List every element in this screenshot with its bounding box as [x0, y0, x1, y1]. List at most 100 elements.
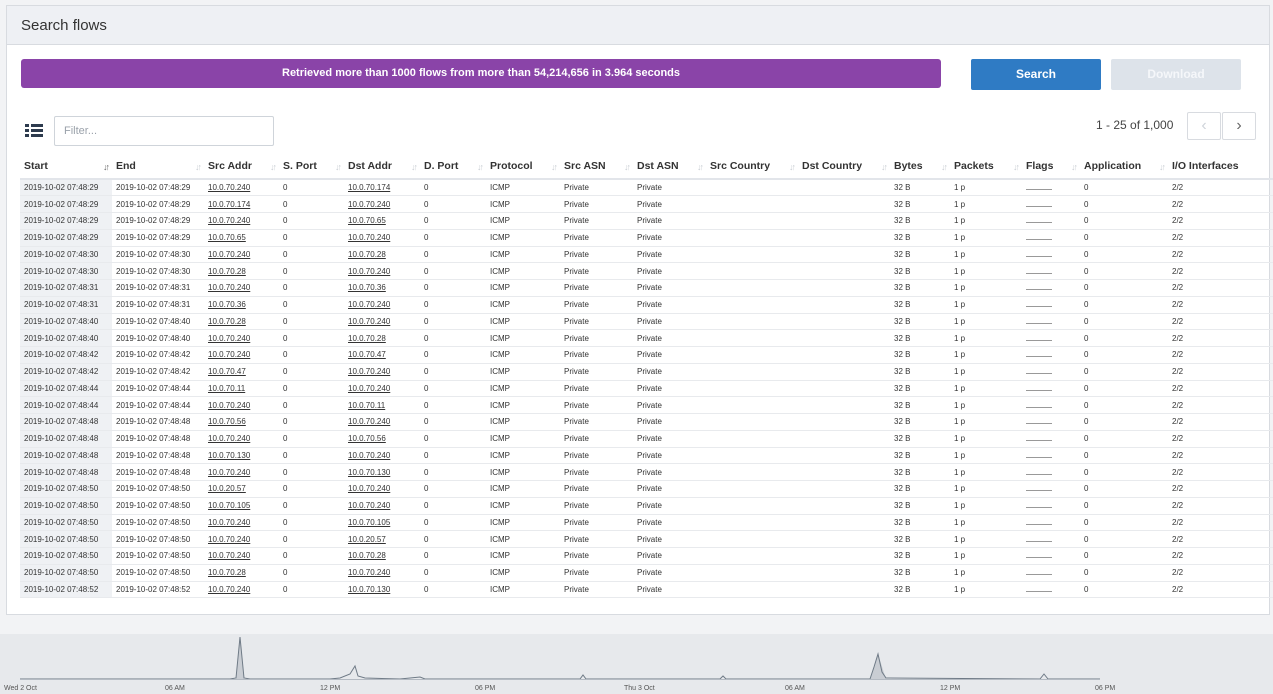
- table-cell[interactable]: 10.0.70.28: [204, 313, 279, 331]
- table-cell[interactable]: 10.0.70.130: [344, 581, 420, 599]
- table-row[interactable]: 2019-10-02 07:48:50 2019-10-02 07:48:50 10…: [20, 530, 1273, 548]
- table-row[interactable]: 2019-10-02 07:48:29 2019-10-02 07:48:29 10…: [20, 229, 1273, 247]
- sort-icon[interactable]: ↓↑: [335, 162, 342, 172]
- table-cell[interactable]: 10.0.70.28: [344, 547, 420, 565]
- table-cell[interactable]: 10.0.70.240: [344, 313, 420, 331]
- table-cell[interactable]: 10.0.70.240: [344, 413, 420, 431]
- column-header[interactable]: Src Addr ↓↑: [204, 154, 279, 180]
- table-cell[interactable]: 10.0.70.105: [344, 514, 420, 532]
- table-row[interactable]: 2019-10-02 07:48:50 2019-10-02 07:48:50 10…: [20, 564, 1273, 582]
- table-cell[interactable]: 10.0.70.240: [344, 480, 420, 498]
- column-header[interactable]: End ↓↑: [112, 154, 204, 180]
- column-header[interactable]: Application ↓↑: [1080, 154, 1168, 180]
- table-cell[interactable]: 10.0.20.57: [204, 480, 279, 498]
- sort-icon[interactable]: ↓↑: [411, 162, 418, 172]
- table-cell[interactable]: 10.0.70.240: [204, 430, 279, 448]
- table-cell[interactable]: 10.0.70.240: [204, 396, 279, 414]
- table-cell[interactable]: 10.0.70.240: [204, 329, 279, 347]
- table-row[interactable]: 2019-10-02 07:48:31 2019-10-02 07:48:31 10…: [20, 296, 1273, 314]
- column-list-icon[interactable]: [25, 124, 43, 138]
- table-row[interactable]: 2019-10-02 07:48:29 2019-10-02 07:48:29 10…: [20, 212, 1273, 230]
- table-row[interactable]: 2019-10-02 07:48:44 2019-10-02 07:48:44 10…: [20, 380, 1273, 398]
- table-cell[interactable]: 10.0.70.240: [204, 514, 279, 532]
- column-header[interactable]: Src ASN ↓↑: [560, 154, 633, 180]
- table-cell[interactable]: 10.0.70.28: [204, 262, 279, 280]
- table-cell[interactable]: 10.0.70.240: [204, 212, 279, 230]
- table-row[interactable]: 2019-10-02 07:48:40 2019-10-02 07:48:40 10…: [20, 329, 1273, 347]
- column-header[interactable]: Flags ↓↑: [1022, 154, 1080, 180]
- table-row[interactable]: 2019-10-02 07:48:29 2019-10-02 07:48:29 10…: [20, 179, 1273, 197]
- table-cell[interactable]: 10.0.70.28: [344, 246, 420, 264]
- filter-input[interactable]: [54, 116, 274, 146]
- sort-icon[interactable]: ↓↑: [881, 162, 888, 172]
- column-header[interactable]: Dst Country ↓↑: [798, 154, 890, 180]
- table-cell[interactable]: 10.0.70.11: [204, 380, 279, 398]
- sort-icon[interactable]: ↓↑: [1159, 162, 1166, 172]
- table-cell[interactable]: 10.0.70.240: [204, 179, 279, 197]
- column-header[interactable]: Start ↓↑: [20, 154, 112, 180]
- table-row[interactable]: 2019-10-02 07:48:42 2019-10-02 07:48:42 10…: [20, 363, 1273, 381]
- sort-icon[interactable]: ↓↑: [551, 162, 558, 172]
- sort-icon[interactable]: ↓↑: [1071, 162, 1078, 172]
- next-page-button[interactable]: ›: [1222, 112, 1256, 140]
- sort-icon[interactable]: ↓↑: [1013, 162, 1020, 172]
- download-button[interactable]: Download: [1111, 59, 1241, 90]
- table-cell[interactable]: 10.0.70.240: [204, 279, 279, 297]
- table-cell[interactable]: 10.0.20.57: [344, 530, 420, 548]
- table-cell[interactable]: 10.0.70.11: [344, 396, 420, 414]
- search-button[interactable]: Search: [971, 59, 1101, 90]
- table-cell[interactable]: 10.0.70.174: [204, 195, 279, 213]
- table-row[interactable]: 2019-10-02 07:48:50 2019-10-02 07:48:50 10…: [20, 480, 1273, 498]
- sort-icon[interactable]: ↓↑: [195, 162, 202, 172]
- table-cell[interactable]: 10.0.70.47: [344, 346, 420, 364]
- sort-icon[interactable]: ↓↑: [624, 162, 631, 172]
- table-cell[interactable]: 10.0.70.240: [344, 497, 420, 515]
- table-cell[interactable]: 10.0.70.130: [344, 463, 420, 481]
- table-cell[interactable]: 10.0.70.240: [204, 547, 279, 565]
- table-row[interactable]: 2019-10-02 07:48:48 2019-10-02 07:48:48 10…: [20, 447, 1273, 465]
- table-cell[interactable]: 10.0.70.105: [204, 497, 279, 515]
- column-header[interactable]: Packets ↓↑: [950, 154, 1022, 180]
- flow-timeline[interactable]: Wed 2 Oct 06 AM 12 PM 06 PM Thu 3 Oct 06…: [0, 634, 1273, 694]
- table-row[interactable]: 2019-10-02 07:48:48 2019-10-02 07:48:48 10…: [20, 430, 1273, 448]
- table-cell[interactable]: 10.0.70.65: [344, 212, 420, 230]
- table-row[interactable]: 2019-10-02 07:48:30 2019-10-02 07:48:30 10…: [20, 262, 1273, 280]
- table-row[interactable]: 2019-10-02 07:48:48 2019-10-02 07:48:48 10…: [20, 463, 1273, 481]
- table-cell[interactable]: 10.0.70.240: [344, 262, 420, 280]
- table-cell[interactable]: 10.0.70.36: [204, 296, 279, 314]
- table-cell[interactable]: 10.0.70.240: [344, 380, 420, 398]
- table-cell[interactable]: 10.0.70.240: [204, 530, 279, 548]
- table-cell[interactable]: 10.0.70.240: [204, 463, 279, 481]
- table-cell[interactable]: 10.0.70.240: [344, 229, 420, 247]
- table-cell[interactable]: 10.0.70.240: [204, 581, 279, 599]
- table-cell[interactable]: 10.0.70.28: [344, 329, 420, 347]
- table-row[interactable]: 2019-10-02 07:48:40 2019-10-02 07:48:40 10…: [20, 313, 1273, 331]
- table-cell[interactable]: 10.0.70.240: [344, 447, 420, 465]
- column-header[interactable]: Dst ASN ↓↑: [633, 154, 706, 180]
- column-header[interactable]: I/O Interfaces↓↑: [1168, 154, 1273, 180]
- sort-icon[interactable]: ↓↑: [789, 162, 796, 172]
- sort-icon[interactable]: ↓↑: [941, 162, 948, 172]
- sort-icon[interactable]: ↓↑: [697, 162, 704, 172]
- table-row[interactable]: 2019-10-02 07:48:30 2019-10-02 07:48:30 10…: [20, 246, 1273, 264]
- table-row[interactable]: 2019-10-02 07:48:50 2019-10-02 07:48:50 10…: [20, 497, 1273, 515]
- table-row[interactable]: 2019-10-02 07:48:50 2019-10-02 07:48:50 10…: [20, 547, 1273, 565]
- table-row[interactable]: 2019-10-02 07:48:50 2019-10-02 07:48:50 10…: [20, 514, 1273, 532]
- table-row[interactable]: 2019-10-02 07:48:44 2019-10-02 07:48:44 10…: [20, 396, 1273, 414]
- table-cell[interactable]: 10.0.70.47: [204, 363, 279, 381]
- table-cell[interactable]: 10.0.70.240: [344, 363, 420, 381]
- column-header[interactable]: Src Country ↓↑: [706, 154, 798, 180]
- column-header[interactable]: Dst Addr ↓↑: [344, 154, 420, 180]
- table-cell[interactable]: 10.0.70.240: [204, 246, 279, 264]
- table-cell[interactable]: 10.0.70.56: [204, 413, 279, 431]
- table-cell[interactable]: 10.0.70.240: [344, 564, 420, 582]
- table-cell[interactable]: 10.0.70.130: [204, 447, 279, 465]
- table-cell[interactable]: 10.0.70.28: [204, 564, 279, 582]
- sort-icon[interactable]: ↓↑: [270, 162, 277, 172]
- column-header[interactable]: Protocol ↓↑: [486, 154, 560, 180]
- table-cell[interactable]: 10.0.70.240: [344, 296, 420, 314]
- table-row[interactable]: 2019-10-02 07:48:31 2019-10-02 07:48:31 10…: [20, 279, 1273, 297]
- table-row[interactable]: 2019-10-02 07:48:52 2019-10-02 07:48:52 10…: [20, 581, 1273, 599]
- table-cell[interactable]: 10.0.70.174: [344, 179, 420, 197]
- table-row[interactable]: 2019-10-02 07:48:42 2019-10-02 07:48:42 10…: [20, 346, 1273, 364]
